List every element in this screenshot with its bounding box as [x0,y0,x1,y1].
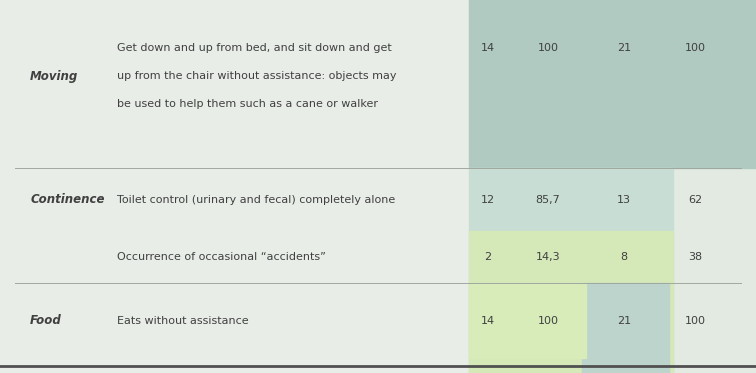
Text: 100: 100 [538,316,559,326]
Bar [469,0,756,373]
Text: 62: 62 [689,195,702,204]
Bar [469,283,586,358]
Text: 14,3: 14,3 [536,253,560,262]
Text: be used to help them such as a cane or walker: be used to help them such as a cane or w… [117,100,378,109]
Text: Occurrence of occasional “accidents”: Occurrence of occasional “accidents” [117,253,326,262]
Text: Moving: Moving [30,70,79,83]
Text: 14: 14 [481,44,494,53]
Text: 21: 21 [617,44,631,53]
Bar [469,0,756,168]
Text: Food: Food [30,314,62,327]
Text: 38: 38 [689,253,702,262]
Text: 100: 100 [538,44,559,53]
Bar [469,168,673,373]
Text: 100: 100 [685,316,706,326]
Text: up from the chair without assistance: objects may: up from the chair without assistance: ob… [117,72,397,81]
Text: Toilet control (urinary and fecal) completely alone: Toilet control (urinary and fecal) compl… [117,195,395,204]
Bar [469,231,673,373]
Text: 14: 14 [481,316,494,326]
Text: 100: 100 [685,44,706,53]
Text: 21: 21 [617,316,631,326]
Text: 2: 2 [484,253,491,262]
Text: Eats without assistance: Eats without assistance [117,316,249,326]
Bar [582,283,669,373]
Text: 85,7: 85,7 [536,195,560,204]
Text: 12: 12 [481,195,494,204]
Text: 8: 8 [620,253,627,262]
Text: Get down and up from bed, and sit down and get: Get down and up from bed, and sit down a… [117,44,392,53]
Text: 13: 13 [617,195,631,204]
Text: Continence: Continence [30,193,105,206]
